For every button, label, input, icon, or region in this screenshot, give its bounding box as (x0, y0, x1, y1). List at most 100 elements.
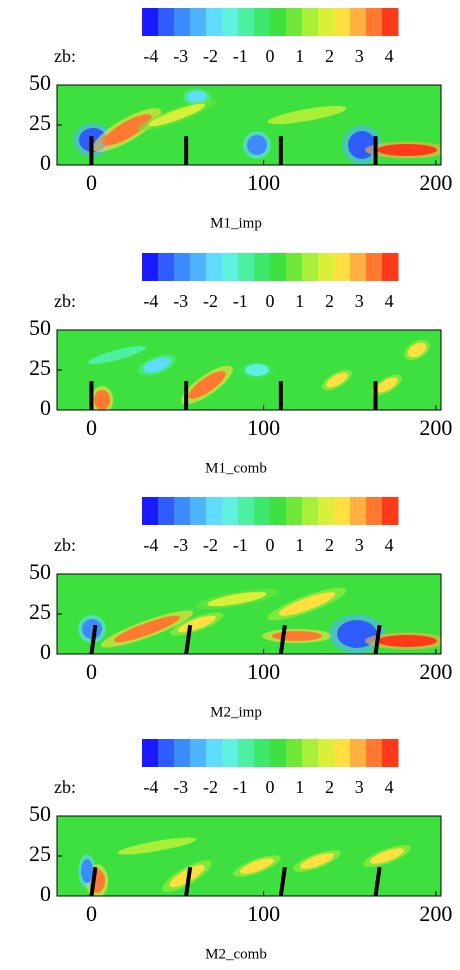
colorbar-tick-label: -1 (233, 535, 248, 555)
contour-blob (377, 144, 437, 156)
colorbar-tick-label: 3 (355, 291, 364, 311)
contour-blob (299, 853, 335, 869)
colorbar-swatch (302, 739, 319, 767)
y-tick-label: 0 (40, 395, 51, 420)
contour-blob (148, 103, 206, 127)
colorbar-tick-label: 0 (266, 777, 275, 797)
colorbar-swatch (206, 739, 223, 767)
colorbar-tick-label: 4 (385, 46, 394, 66)
colorbar-label: zb: (54, 777, 76, 797)
contour-blob (87, 345, 147, 365)
colorbar-swatch (270, 739, 287, 767)
contour-blob (239, 858, 275, 874)
colorbar-swatch (254, 497, 271, 525)
x-tick-label: 200 (419, 415, 452, 440)
contour-blob (278, 592, 336, 616)
colorbar-swatch (318, 253, 335, 281)
contour-blob (245, 364, 269, 376)
colorbar-swatch (286, 739, 303, 767)
colorbar-swatch (238, 497, 255, 525)
field-texture (73, 88, 441, 165)
pier (89, 624, 98, 655)
pier (184, 866, 193, 897)
colorbar-swatch (174, 739, 191, 767)
y-tick-label: 50 (29, 801, 51, 826)
y-tick-label: 25 (29, 599, 51, 624)
colorbar-swatch (238, 253, 255, 281)
contour-blob (207, 591, 267, 607)
colorbar-swatch (366, 8, 383, 36)
colorbar-swatch (158, 253, 175, 281)
contour-blob (102, 114, 152, 146)
colorbar-tick-label: -2 (203, 535, 218, 555)
colorbar-swatch (158, 8, 175, 36)
colorbar-swatch (286, 8, 303, 36)
y-tick-label: 50 (29, 559, 51, 584)
colorbar-label: zb: (54, 291, 76, 311)
colorbar-tick-label: -4 (143, 535, 158, 555)
colorbar-swatch (254, 8, 271, 36)
colorbar-swatch (382, 739, 399, 767)
colorbar-swatch (190, 8, 207, 36)
colorbar-tick-label: 0 (266, 535, 275, 555)
colorbar-label: zb: (54, 46, 76, 66)
colorbar-swatch (318, 739, 335, 767)
contour-blob (117, 837, 197, 855)
colorbar-swatch (158, 497, 175, 525)
colorbar-tick-label: -3 (173, 777, 188, 797)
pier (373, 866, 382, 897)
colorbar-swatch (302, 8, 319, 36)
pier (184, 624, 193, 655)
colorbar-tick-label: -4 (143, 46, 158, 66)
colorbar-swatch (206, 8, 223, 36)
y-tick-label: 0 (40, 881, 51, 906)
colorbar-swatch (302, 253, 319, 281)
y-tick-label: 0 (40, 150, 51, 175)
colorbar-tick-label: 2 (325, 291, 334, 311)
colorbar-swatch (206, 253, 223, 281)
colorbar-swatch (142, 253, 159, 281)
colorbar-swatch (302, 497, 319, 525)
y-tick-label: 50 (29, 315, 51, 340)
pier (89, 866, 98, 897)
x-tick-label: 0 (86, 901, 97, 926)
colorbar-tick-label: 1 (295, 777, 304, 797)
colorbar-tick-label: -2 (203, 777, 218, 797)
y-tick-label: 25 (29, 841, 51, 866)
contour-blob (247, 135, 267, 155)
x-tick-label: 0 (86, 415, 97, 440)
x-tick-label: 200 (419, 901, 452, 926)
colorbar-tick-label: -1 (233, 46, 248, 66)
colorbar-swatch (222, 8, 239, 36)
colorbar-swatch (222, 497, 239, 525)
x-tick-label: 0 (86, 170, 97, 195)
colorbar-tick-label: 1 (295, 46, 304, 66)
colorbar-tick-label: 3 (355, 46, 364, 66)
y-tick-label: 50 (29, 70, 51, 95)
y-tick-label: 25 (29, 110, 51, 135)
contour-blob (407, 342, 427, 358)
colorbar-swatch (350, 253, 367, 281)
field-texture (78, 587, 441, 654)
x-tick-label: 200 (419, 170, 452, 195)
colorbar-swatch (366, 253, 383, 281)
pier (278, 624, 287, 655)
colorbar-tick-label: -2 (203, 46, 218, 66)
pier (373, 624, 382, 655)
colorbar-tick-label: 3 (355, 535, 364, 555)
colorbar-swatch (286, 253, 303, 281)
contour-blob (267, 105, 347, 125)
colorbar-swatch (142, 739, 159, 767)
x-tick-label: 100 (247, 415, 280, 440)
contour-blob (178, 615, 216, 633)
colorbar-tick-label: -1 (233, 777, 248, 797)
contour-blob (114, 615, 180, 643)
contour-blob (143, 357, 171, 373)
colorbar-tick-label: 0 (266, 291, 275, 311)
colorbar-swatch (270, 497, 287, 525)
colorbar-swatch (366, 497, 383, 525)
